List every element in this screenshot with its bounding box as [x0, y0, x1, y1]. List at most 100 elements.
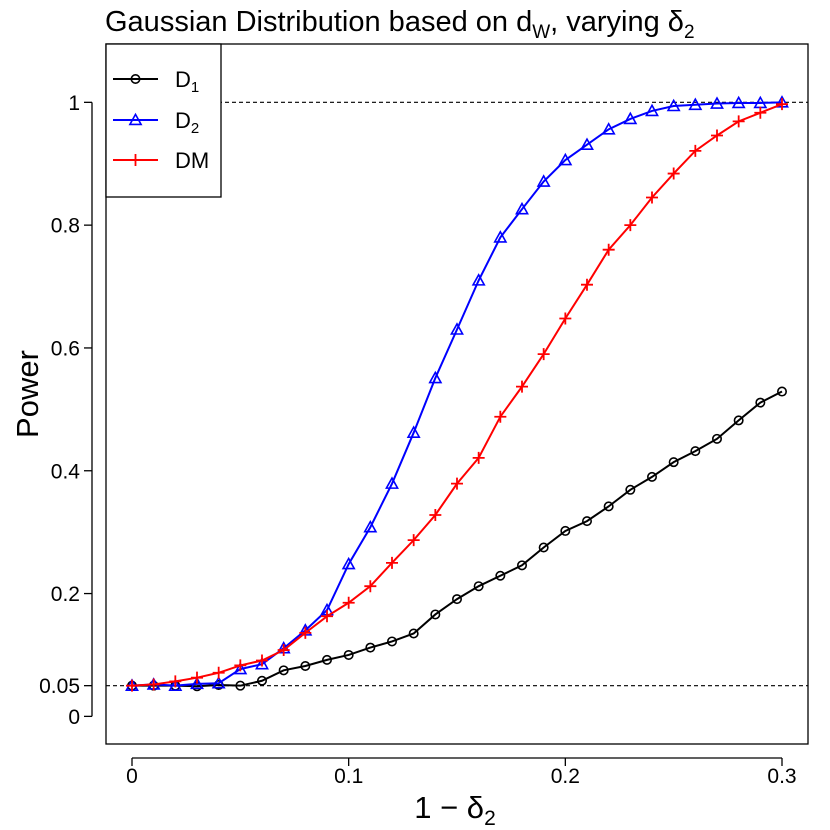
- data-point: [299, 626, 312, 639]
- x-tick-label: 0.2: [551, 765, 580, 788]
- data-point: [278, 665, 289, 676]
- data-point: [363, 519, 378, 533]
- legend-label-main: DM: [175, 148, 209, 173]
- data-point: [430, 609, 441, 620]
- data-point: [126, 679, 138, 692]
- legend-label: D2: [175, 108, 199, 137]
- title-subscript-w: W: [532, 22, 550, 43]
- data-point: [451, 594, 462, 605]
- data-point: [168, 678, 183, 691]
- chart-title: Gaussian Distribution based on dW, varyi…: [105, 6, 695, 43]
- data-point: [451, 477, 463, 490]
- data-point: [212, 666, 225, 679]
- data-point: [341, 556, 356, 570]
- data-point: [321, 610, 333, 623]
- data-point: [601, 122, 616, 135]
- y-tick-label: 1: [68, 92, 80, 115]
- data-point: [277, 644, 290, 657]
- legend-label: DM: [175, 148, 209, 173]
- data-point: [234, 659, 247, 672]
- x-label-text: 1 − δ2: [414, 790, 496, 830]
- legend-marker: [129, 154, 142, 166]
- data-point: [408, 628, 419, 639]
- data-point: [386, 636, 397, 647]
- title-rest: , varying δ: [550, 6, 684, 38]
- y-tick-label: 0.4: [51, 460, 81, 483]
- data-point: [233, 661, 248, 675]
- data-point: [365, 642, 376, 653]
- data-point: [386, 556, 398, 569]
- data-point: [776, 98, 788, 111]
- data-point: [711, 129, 723, 142]
- data-point: [256, 675, 267, 686]
- y-tick-label: 0: [68, 706, 80, 729]
- legend-label: D1: [175, 67, 199, 96]
- data-point: [536, 174, 551, 187]
- data-point: [169, 675, 182, 688]
- legend-label-main: D: [175, 108, 191, 133]
- x-tick-label: 0.3: [767, 765, 796, 788]
- title-subscript-2: 2: [684, 22, 695, 43]
- data-point: [560, 525, 571, 536]
- data-point: [666, 98, 681, 112]
- data-point: [645, 103, 659, 117]
- data-point: [625, 484, 636, 495]
- data-point: [689, 144, 702, 157]
- series-layer: [125, 95, 789, 692]
- data-point: [667, 167, 680, 180]
- data-point: [450, 322, 464, 335]
- title-main: Gaussian Distribution based on d: [105, 6, 532, 38]
- reference-lines: [106, 101, 808, 687]
- data-point: [471, 273, 486, 286]
- data-point: [473, 581, 484, 592]
- data-point: [256, 654, 268, 667]
- x-axis: 0 0.1 0.2 0.3: [126, 757, 797, 788]
- data-point: [538, 542, 549, 553]
- x-axis-label: 1 − δ2: [414, 790, 496, 830]
- data-point: [731, 95, 746, 109]
- y-axis: 0 0.05 0.2 0.4 0.6 0.8 1: [39, 92, 93, 729]
- data-point: [255, 656, 269, 670]
- series-dm: [126, 98, 788, 692]
- legend: D1 D2 DM: [105, 43, 222, 198]
- data-point: [623, 111, 638, 125]
- data-point: [603, 501, 614, 512]
- legend-label-main: D: [175, 67, 191, 92]
- data-point: [493, 230, 508, 243]
- data-point: [515, 201, 529, 215]
- data-point: [406, 425, 421, 438]
- x-label-subscript: 2: [484, 807, 496, 830]
- y-tick-label: 0.05: [39, 675, 80, 698]
- data-point: [428, 370, 443, 384]
- data-point: [668, 457, 679, 468]
- x-label-main: 1 − δ: [414, 790, 484, 825]
- data-point: [602, 243, 615, 256]
- title-text: Gaussian Distribution based on dW, varyi…: [105, 6, 695, 43]
- data-point: [343, 649, 354, 660]
- data-point: [321, 654, 332, 665]
- legend-item: D2: [113, 108, 199, 137]
- data-point: [559, 312, 572, 325]
- data-point: [581, 278, 593, 291]
- data-point: [776, 386, 787, 397]
- data-point: [364, 580, 377, 593]
- data-point: [646, 191, 658, 204]
- data-point: [581, 516, 592, 527]
- data-point: [385, 476, 399, 489]
- data-point: [732, 115, 745, 128]
- data-point: [472, 451, 485, 464]
- data-point: [494, 410, 507, 423]
- legend-marker: [130, 74, 141, 85]
- data-point: [516, 560, 527, 571]
- data-point: [235, 680, 246, 691]
- y-tick-label: 0.8: [51, 215, 80, 238]
- data-point: [711, 433, 722, 444]
- data-point: [342, 596, 355, 609]
- data-point: [690, 446, 701, 457]
- x-tick-label: 0: [126, 765, 138, 788]
- data-point: [580, 137, 594, 150]
- data-point: [429, 508, 442, 521]
- x-tick-label: 0.1: [334, 765, 363, 788]
- data-point: [300, 661, 311, 672]
